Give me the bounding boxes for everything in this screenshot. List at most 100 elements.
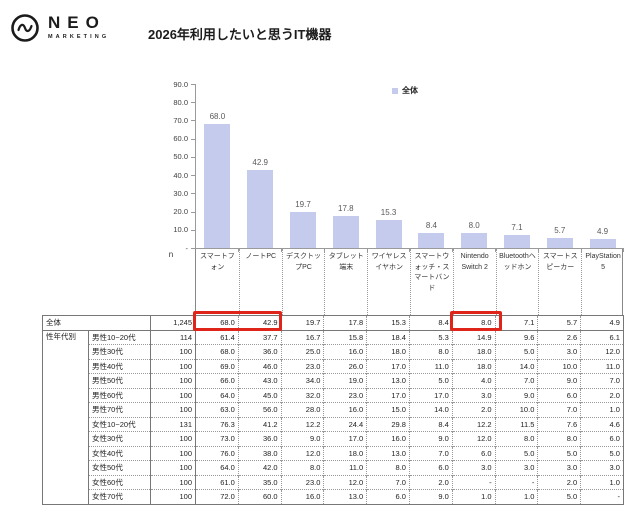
value-cell: 17.0 bbox=[366, 387, 410, 403]
value-cell: 7.0 bbox=[537, 402, 581, 417]
row-label: 男性60代 bbox=[88, 387, 151, 403]
y-tick-label: 60.0 bbox=[173, 134, 188, 144]
value-cell: - bbox=[451, 474, 496, 490]
n-cell: 131 bbox=[150, 416, 196, 432]
row-label: 男性10−20代 bbox=[88, 329, 151, 345]
value-cell: 28.0 bbox=[280, 402, 324, 417]
value-cell: - bbox=[494, 474, 538, 490]
value-cell: 8.4 bbox=[408, 315, 453, 331]
n-cell: 100 bbox=[150, 489, 196, 504]
table-row: 女性50代 100 64.0 42.0 8.0 11.0 8.0 6.0 3.0 3.0 3.0 3.… bbox=[43, 460, 624, 475]
value-cell: 41.2 bbox=[237, 416, 282, 432]
value-cell: 19.7 bbox=[280, 315, 324, 331]
value-cell: 13.0 bbox=[323, 489, 367, 504]
bar bbox=[332, 215, 359, 248]
row-label: 女性50代 bbox=[88, 460, 151, 475]
row-label: 男性70代 bbox=[88, 402, 151, 417]
value-cell: 1.0 bbox=[580, 402, 624, 417]
value-cell: 56.0 bbox=[237, 402, 282, 417]
n-cell: 100 bbox=[150, 460, 196, 475]
value-cell: 6.0 bbox=[408, 460, 453, 475]
bar-slot: 42.9 bbox=[239, 84, 283, 252]
value-cell: 10.0 bbox=[537, 358, 581, 374]
value-cell: 18.0 bbox=[323, 445, 367, 461]
logo-subtitle: MARKETING bbox=[48, 34, 110, 40]
value-cell: 11.0 bbox=[580, 358, 624, 374]
n-cell: 100 bbox=[150, 402, 196, 417]
y-axis-tick bbox=[191, 84, 195, 85]
value-cell: 4.0 bbox=[451, 373, 496, 388]
value-cell: 69.0 bbox=[195, 358, 239, 374]
value-cell: 9.0 bbox=[280, 431, 324, 446]
category-header-cell: スマートスピーカー bbox=[538, 249, 581, 315]
bar-slot: 7.1 bbox=[496, 84, 539, 252]
bar bbox=[418, 232, 445, 248]
value-cell: 14.9 bbox=[451, 329, 496, 345]
value-cell: 5.7 bbox=[537, 315, 581, 331]
category-header-cell: タブレット端末 bbox=[324, 249, 367, 315]
category-header-cell: Bluetoothヘッドホン bbox=[495, 249, 539, 315]
category-header-cell: スマートフォン bbox=[200, 253, 235, 271]
value-cell: 66.0 bbox=[195, 373, 239, 388]
value-cell: 72.0 bbox=[195, 489, 239, 504]
bar-slot: 5.7 bbox=[538, 84, 582, 252]
value-cell: 17.0 bbox=[366, 358, 410, 374]
value-cell: 25.0 bbox=[280, 344, 324, 359]
value-cell: 12.2 bbox=[280, 416, 324, 432]
table-row: 女性30代 100 73.0 36.0 9.0 17.0 16.0 9.0 12.0 8.0 8.0… bbox=[43, 431, 624, 446]
y-axis-tick bbox=[191, 156, 195, 158]
value-cell: 23.0 bbox=[280, 358, 324, 374]
category-header-cell: ワイヤレスイヤホン bbox=[367, 249, 410, 315]
n-cell: 1,245 bbox=[150, 315, 196, 331]
row-label: 女性60代 bbox=[88, 474, 151, 490]
value-cell: 9.6 bbox=[494, 329, 538, 345]
n-cell: 100 bbox=[150, 358, 196, 374]
row-label: 男性40代 bbox=[88, 358, 151, 374]
value-cell: 14.0 bbox=[494, 358, 538, 374]
value-cell: 7.0 bbox=[408, 445, 453, 461]
bar bbox=[546, 237, 573, 248]
value-cell: 15.8 bbox=[323, 329, 367, 345]
value-cell: 3.0 bbox=[537, 344, 581, 359]
bar-slot: 68.0 bbox=[196, 84, 240, 252]
n-cell: 100 bbox=[150, 445, 196, 461]
value-cell: 12.0 bbox=[451, 431, 496, 446]
value-cell: 4.9 bbox=[580, 315, 624, 331]
value-cell: 43.0 bbox=[237, 373, 282, 388]
value-cell: 16.0 bbox=[366, 431, 410, 446]
value-cell: 45.0 bbox=[237, 387, 282, 403]
n-cell: 114 bbox=[150, 329, 196, 345]
category-header-cell: ノートPC bbox=[238, 249, 282, 315]
highlight-box-switch2 bbox=[450, 311, 502, 331]
x-axis-tick bbox=[623, 249, 625, 252]
chart-legend: 全体 bbox=[392, 85, 418, 96]
value-cell: 76.3 bbox=[195, 416, 239, 432]
n-cell: 100 bbox=[150, 387, 196, 403]
value-cell: 8.0 bbox=[408, 344, 453, 359]
category-header-cell: スマートウォッチ・スマートバンド bbox=[409, 249, 453, 315]
table-row: 男性40代 100 69.0 46.0 23.0 26.0 17.0 11.0 18.0 14.0… bbox=[43, 358, 624, 374]
value-cell: 10.0 bbox=[494, 402, 538, 417]
value-cell: 17.0 bbox=[408, 387, 453, 403]
bar-slot: 17.8 bbox=[324, 84, 368, 252]
bar bbox=[589, 239, 616, 248]
bar-value-label: 42.9 bbox=[252, 157, 268, 167]
y-axis-tick bbox=[191, 175, 195, 177]
value-cell: 35.0 bbox=[237, 474, 282, 490]
value-cell: 5.0 bbox=[580, 445, 624, 461]
value-cell: 14.0 bbox=[408, 402, 453, 417]
value-cell: 6.0 bbox=[451, 445, 496, 461]
value-cell: 2.0 bbox=[408, 474, 453, 490]
value-cell: 8.0 bbox=[280, 460, 324, 475]
table-row: 女性40代 100 76.0 38.0 12.0 18.0 13.0 7.0 6.0 5.0 5.0… bbox=[43, 445, 624, 461]
value-cell: 46.0 bbox=[237, 358, 282, 374]
y-tick-label: 40.0 bbox=[173, 170, 188, 180]
value-cell: 34.0 bbox=[280, 373, 324, 388]
value-cell: 5.0 bbox=[537, 445, 581, 461]
bar-value-label: 7.1 bbox=[511, 223, 523, 233]
value-cell: 36.0 bbox=[237, 431, 282, 446]
bar-value-label: 4.9 bbox=[597, 227, 609, 237]
y-tick-label: 80.0 bbox=[173, 97, 188, 107]
value-cell: 9.0 bbox=[494, 387, 538, 403]
